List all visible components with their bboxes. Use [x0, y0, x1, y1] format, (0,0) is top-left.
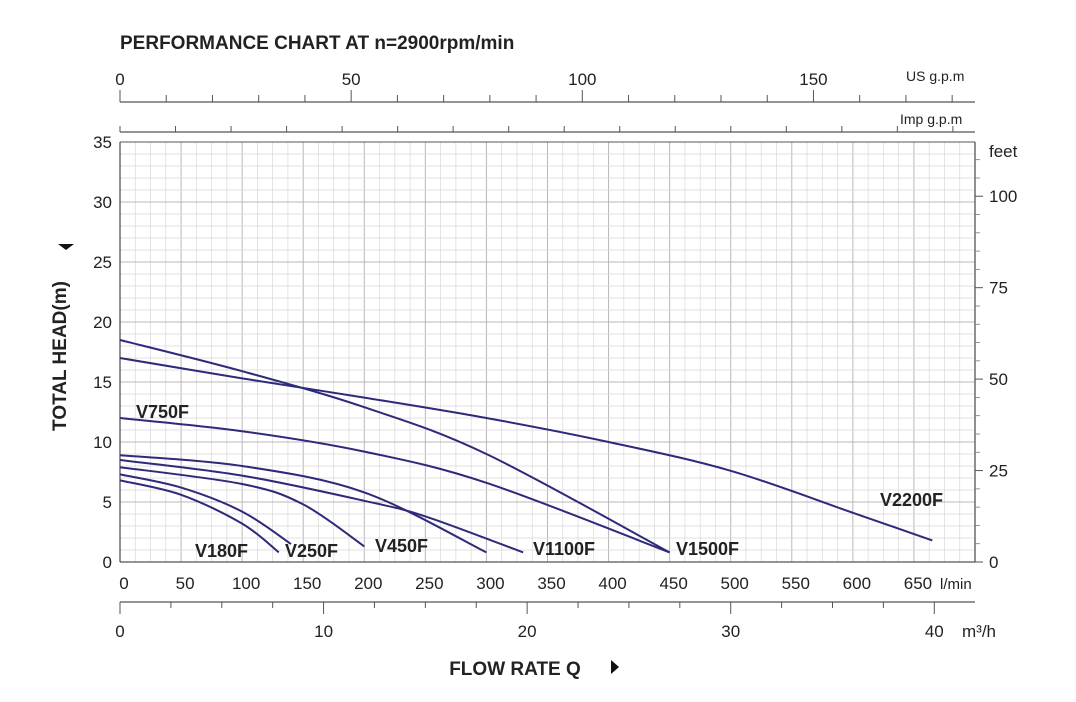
lmin-tick-label: 250 — [415, 574, 443, 593]
series-line — [119, 454, 487, 554]
y-axis-label: TOTAL HEAD(m) — [50, 281, 71, 431]
y-tick-label: 35 — [93, 133, 112, 152]
series-line — [119, 417, 670, 554]
grid — [119, 141, 976, 563]
series-label: V1500F — [676, 539, 739, 559]
feet-tick-label: 50 — [989, 370, 1008, 389]
lmin-tick-label: 350 — [537, 574, 565, 593]
x-axis-arrow-icon — [611, 660, 619, 674]
lmin-tick-label: 150 — [293, 574, 321, 593]
impgpm-unit-label: Imp g.p.m — [900, 111, 962, 127]
series-label: V2200F — [880, 490, 943, 510]
lmin-tick-label: 200 — [354, 574, 382, 593]
series-line — [119, 473, 292, 545]
lmin-tick-label: 500 — [721, 574, 749, 593]
lmin-tick-label: 100 — [232, 574, 260, 593]
feet-tick-label: 100 — [989, 187, 1017, 206]
lmin-tick-label: 600 — [843, 574, 871, 593]
y-tick-label: 0 — [103, 553, 112, 572]
usgpm-tick-label: 150 — [799, 70, 827, 89]
usgpm-tick-label: 100 — [568, 70, 596, 89]
feet-tick-label: 25 — [989, 462, 1008, 481]
series-label: V180F — [195, 541, 248, 561]
m3h-tick-label: 20 — [518, 622, 537, 641]
y-tick-label: 5 — [103, 493, 112, 512]
series-label: V1100F — [533, 539, 595, 559]
series-label: V750F — [136, 402, 189, 422]
series-line — [119, 357, 933, 542]
lmin-tick-label: 50 — [176, 574, 195, 593]
series-line — [119, 459, 524, 554]
series-line — [119, 466, 365, 548]
feet-unit-label: feet — [989, 142, 1018, 161]
m3h-tick-label: 40 — [925, 622, 944, 641]
lmin-tick-label: 650 — [904, 574, 932, 593]
m3h-unit-label: m³/h — [962, 622, 996, 641]
lmin-tick-label: 300 — [476, 574, 504, 593]
y-tick-label: 20 — [93, 313, 112, 332]
chart-title: PERFORMANCE CHART AT n=2900rpm/min — [120, 33, 514, 54]
y-tick-label: 15 — [93, 373, 112, 392]
series-label: V450F — [375, 536, 428, 556]
series-line — [119, 339, 671, 554]
y-tick-label: 10 — [93, 433, 112, 452]
m3h-tick-label: 0 — [115, 622, 124, 641]
lmin-tick-label: 550 — [782, 574, 810, 593]
lmin-unit-label: l/min — [940, 576, 972, 593]
usgpm-unit-label: US g.p.m — [906, 68, 964, 84]
x-axis-label: FLOW RATE Q — [449, 659, 581, 680]
series-label: V250F — [285, 541, 338, 561]
y-tick-label: 25 — [93, 253, 112, 272]
series-group: V750F V180F V250F V450F V1100F V1500F V2200F — [119, 339, 943, 561]
feet-tick-label: 75 — [989, 279, 1008, 298]
y-axis-arrow-icon — [58, 244, 74, 250]
m3h-tick-label: 30 — [721, 622, 740, 641]
m3h-tick-label: 10 — [314, 622, 333, 641]
series-line — [119, 479, 280, 554]
feet-tick-label: 0 — [989, 553, 998, 572]
usgpm-tick-label: 0 — [115, 70, 124, 89]
lmin-tick-label: 0 — [119, 574, 128, 593]
y-tick-label: 30 — [93, 193, 112, 212]
lmin-tick-label: 400 — [598, 574, 626, 593]
usgpm-tick-label: 50 — [342, 70, 361, 89]
lmin-tick-label: 450 — [659, 574, 687, 593]
